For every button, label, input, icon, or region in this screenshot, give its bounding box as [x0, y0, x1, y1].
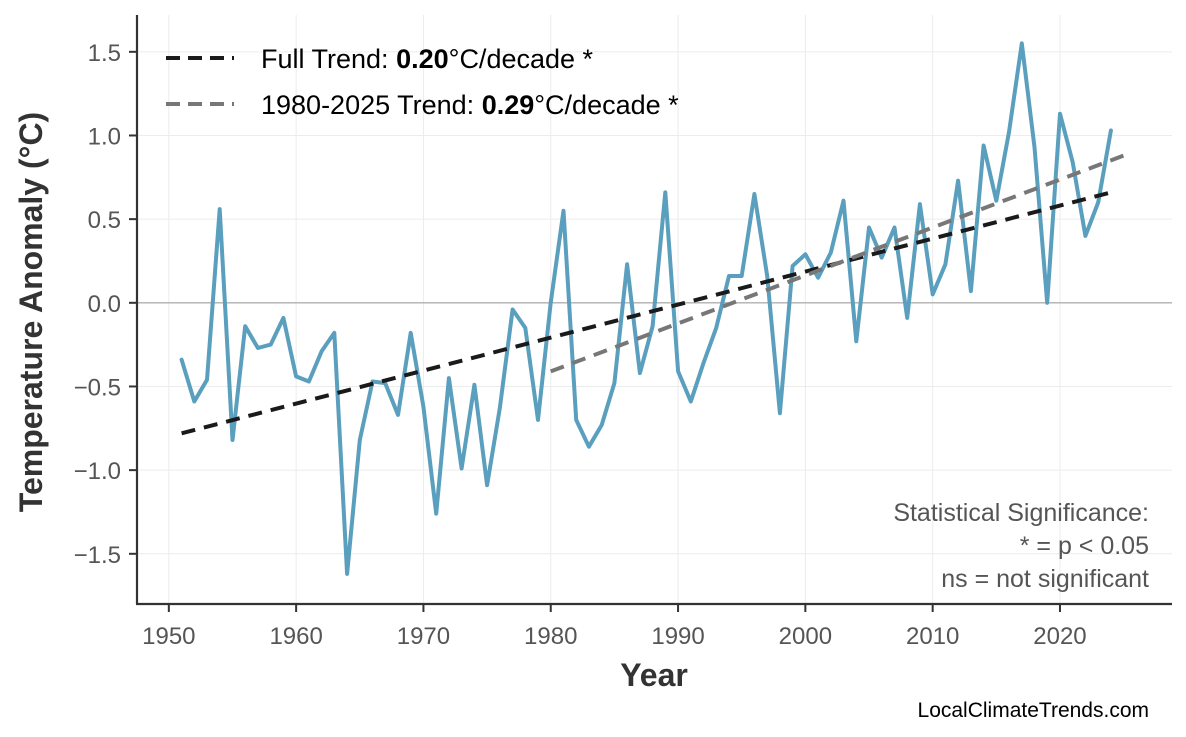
observed-anomaly-line: [179, 41, 1113, 576]
legend-unit-recent-trend: °C/decade *: [534, 90, 679, 120]
full-trend-line: [181, 190, 1112, 436]
axes: [135, 15, 1172, 606]
legend-value-full-trend: 0.20: [396, 44, 449, 74]
x-tick-label: 2010: [906, 623, 959, 650]
series-layer: [179, 41, 1125, 576]
legend-value-recent-trend: 0.29: [482, 90, 535, 120]
y-tick-label: 1.0: [88, 123, 121, 150]
x-axis-label: Year: [620, 657, 688, 693]
y-axis-label: Temperature Anomaly (°C): [13, 112, 49, 512]
ticks: −1.5 −1.0 −0.5 0.0 0.5 1.0 1.5 1950 1960 1970 1980…: [74, 40, 1087, 650]
significance-note-line-2: * = p < 0.05: [1020, 532, 1149, 560]
legend: Full Trend: 0.20°C/decade * 1980-2025 Tr…: [166, 44, 679, 120]
legend-item-recent-trend: 1980-2025 Trend: 0.29°C/decade *: [166, 90, 679, 120]
significance-note: Statistical Significance: * = p < 0.05 n…: [893, 499, 1149, 593]
recent-trend-line: [549, 153, 1125, 374]
x-tick-label: 1970: [397, 623, 450, 650]
legend-name-full-trend: Full Trend:: [261, 44, 389, 74]
x-tick-label: 2000: [779, 623, 832, 650]
legend-label-recent-trend: 1980-2025 Trend: 0.29°C/decade *: [261, 90, 679, 120]
legend-name-recent-trend: 1980-2025 Trend:: [261, 90, 474, 120]
significance-note-line-1: Statistical Significance:: [893, 499, 1149, 527]
y-tick-label: −1.0: [74, 458, 121, 485]
x-tick-label: 1950: [142, 623, 195, 650]
source-credit: LocalClimateTrends.com: [918, 699, 1149, 722]
x-tick-label: 1980: [524, 623, 577, 650]
legend-label-full-trend: Full Trend: 0.20°C/decade *: [261, 44, 594, 74]
y-tick-label: 0.5: [88, 207, 121, 234]
x-tick-label: 1990: [651, 623, 704, 650]
y-tick-label: 0.0: [88, 291, 121, 318]
legend-unit-full-trend: °C/decade *: [449, 44, 594, 74]
y-tick-label: −1.5: [74, 542, 121, 569]
y-tick-label: −0.5: [74, 374, 121, 401]
grid-lines: [137, 15, 1172, 604]
x-tick-label: 1960: [269, 623, 322, 650]
x-tick-label: 2020: [1033, 623, 1086, 650]
y-tick-label: 1.5: [88, 40, 121, 67]
legend-item-full-trend: Full Trend: 0.20°C/decade *: [166, 44, 594, 74]
significance-note-line-3: ns = not significant: [941, 565, 1149, 593]
